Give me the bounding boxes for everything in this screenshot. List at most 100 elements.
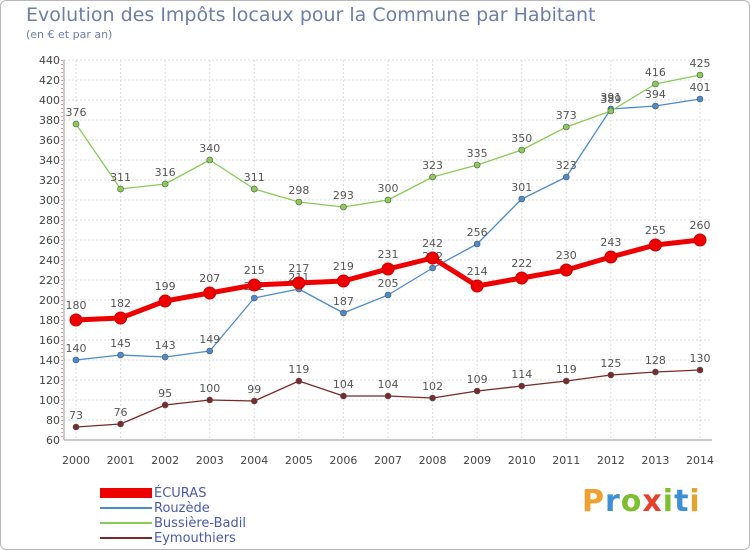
- x-tick-label: 2003: [196, 454, 224, 467]
- logo-letter: P: [582, 484, 605, 519]
- y-tick-label: 100: [39, 394, 60, 407]
- data-label: 230: [556, 249, 577, 262]
- data-point: [607, 107, 615, 115]
- data-point: [161, 353, 169, 361]
- data-label: 99: [247, 383, 261, 396]
- y-tick-label: 340: [39, 154, 60, 167]
- data-point: [295, 377, 303, 385]
- data-label: 301: [511, 181, 532, 194]
- data-point: [250, 294, 258, 302]
- data-label: 95: [158, 387, 172, 400]
- data-label: 389: [600, 93, 621, 106]
- data-label: 260: [690, 219, 711, 232]
- data-label: 207: [199, 272, 220, 285]
- data-point: [604, 250, 618, 264]
- data-label: 114: [511, 368, 532, 381]
- y-tick-label: 320: [39, 174, 60, 187]
- logo-letter: r: [605, 484, 621, 519]
- data-label: 145: [110, 337, 131, 350]
- data-label: 102: [422, 380, 443, 393]
- data-label: 222: [511, 257, 532, 270]
- data-label: 76: [114, 406, 128, 419]
- y-tick-label: 240: [39, 254, 60, 267]
- data-point: [117, 185, 124, 193]
- x-tick-label: 2002: [151, 454, 179, 467]
- data-point: [381, 262, 395, 276]
- data-point: [473, 387, 481, 395]
- data-label: 140: [66, 342, 87, 355]
- data-point: [117, 420, 124, 428]
- data-point: [696, 366, 704, 374]
- y-tick-label: 80: [46, 414, 60, 427]
- data-point: [518, 146, 526, 154]
- legend-label: ÉCURAS: [154, 486, 207, 501]
- x-tick-label: 2001: [107, 454, 135, 467]
- data-point: [206, 347, 214, 355]
- logo-letter: o: [620, 484, 643, 519]
- data-point: [696, 71, 704, 79]
- y-tick-label: 200: [39, 294, 60, 307]
- data-point: [247, 278, 261, 292]
- data-label: 205: [378, 277, 399, 290]
- data-point: [470, 279, 484, 293]
- x-tick-label: 2007: [374, 454, 402, 467]
- data-label: 231: [378, 248, 399, 261]
- data-point: [693, 233, 707, 247]
- data-label: 128: [645, 354, 666, 367]
- y-tick-label: 180: [39, 314, 60, 327]
- data-point: [562, 123, 570, 131]
- data-label: 125: [600, 357, 621, 370]
- data-label: 199: [155, 280, 176, 293]
- data-point: [652, 80, 659, 88]
- data-label: 73: [69, 409, 83, 422]
- data-label: 335: [467, 147, 488, 160]
- data-point: [515, 271, 529, 285]
- data-point: [696, 95, 704, 103]
- data-label: 219: [333, 260, 354, 273]
- y-tick-label: 160: [39, 334, 60, 347]
- data-label: 104: [378, 378, 399, 391]
- data-point: [652, 368, 659, 376]
- legend-swatch: [100, 488, 152, 498]
- data-label: 376: [66, 106, 87, 119]
- legend-swatch: [100, 522, 152, 524]
- data-label: 182: [110, 297, 131, 310]
- x-tick-label: 2009: [463, 454, 491, 467]
- data-point: [158, 294, 172, 308]
- chart-title: Evolution des Impôts locaux pour la Comm…: [26, 4, 596, 26]
- x-tick-label: 2010: [508, 454, 536, 467]
- data-label: 143: [155, 339, 176, 352]
- data-label: 416: [645, 66, 666, 79]
- y-tick-label: 360: [39, 134, 60, 147]
- data-point: [518, 382, 526, 390]
- data-label: 256: [467, 226, 488, 239]
- data-point: [384, 291, 392, 299]
- data-label: 149: [199, 333, 220, 346]
- data-label: 242: [422, 237, 443, 250]
- data-label: 119: [288, 363, 309, 376]
- data-point: [340, 309, 347, 317]
- data-label: 425: [690, 57, 711, 70]
- data-point: [429, 394, 436, 402]
- data-label: 215: [244, 264, 265, 277]
- data-point: [69, 313, 83, 327]
- data-point: [336, 274, 350, 288]
- y-tick-label: 380: [39, 114, 60, 127]
- data-point: [652, 102, 659, 110]
- data-point: [559, 263, 573, 277]
- chart-subtitle: (en € et par an): [26, 28, 113, 41]
- x-tick-label: 2004: [240, 454, 268, 467]
- data-point: [607, 371, 615, 379]
- x-tick-label: 2005: [285, 454, 313, 467]
- y-tick-label: 420: [39, 74, 60, 87]
- y-tick-label: 260: [39, 234, 60, 247]
- data-point: [114, 311, 128, 325]
- logo-letter: i: [662, 484, 675, 519]
- data-point: [384, 196, 392, 204]
- data-label: 323: [422, 159, 443, 172]
- data-point: [340, 203, 347, 211]
- data-label: 323: [556, 159, 577, 172]
- data-point: [72, 120, 80, 128]
- data-label: 130: [690, 352, 711, 365]
